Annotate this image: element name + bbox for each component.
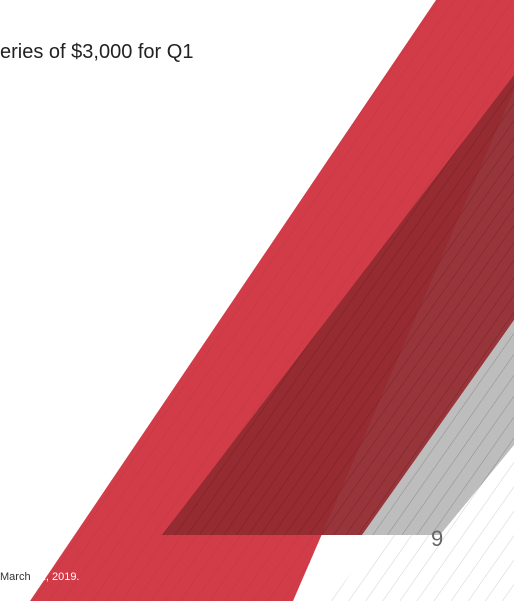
footnote: March 31, 2019. (0, 570, 80, 584)
slide-headline: eries of $3,000 for Q1 (0, 41, 194, 63)
page-number: 9 (431, 526, 444, 551)
red-band-hatch (30, 0, 514, 601)
footnote-text-dark: March (0, 571, 31, 583)
dark-red-hatch (162, 75, 514, 535)
footnote-text-light: 31, 2019. (30, 571, 80, 583)
